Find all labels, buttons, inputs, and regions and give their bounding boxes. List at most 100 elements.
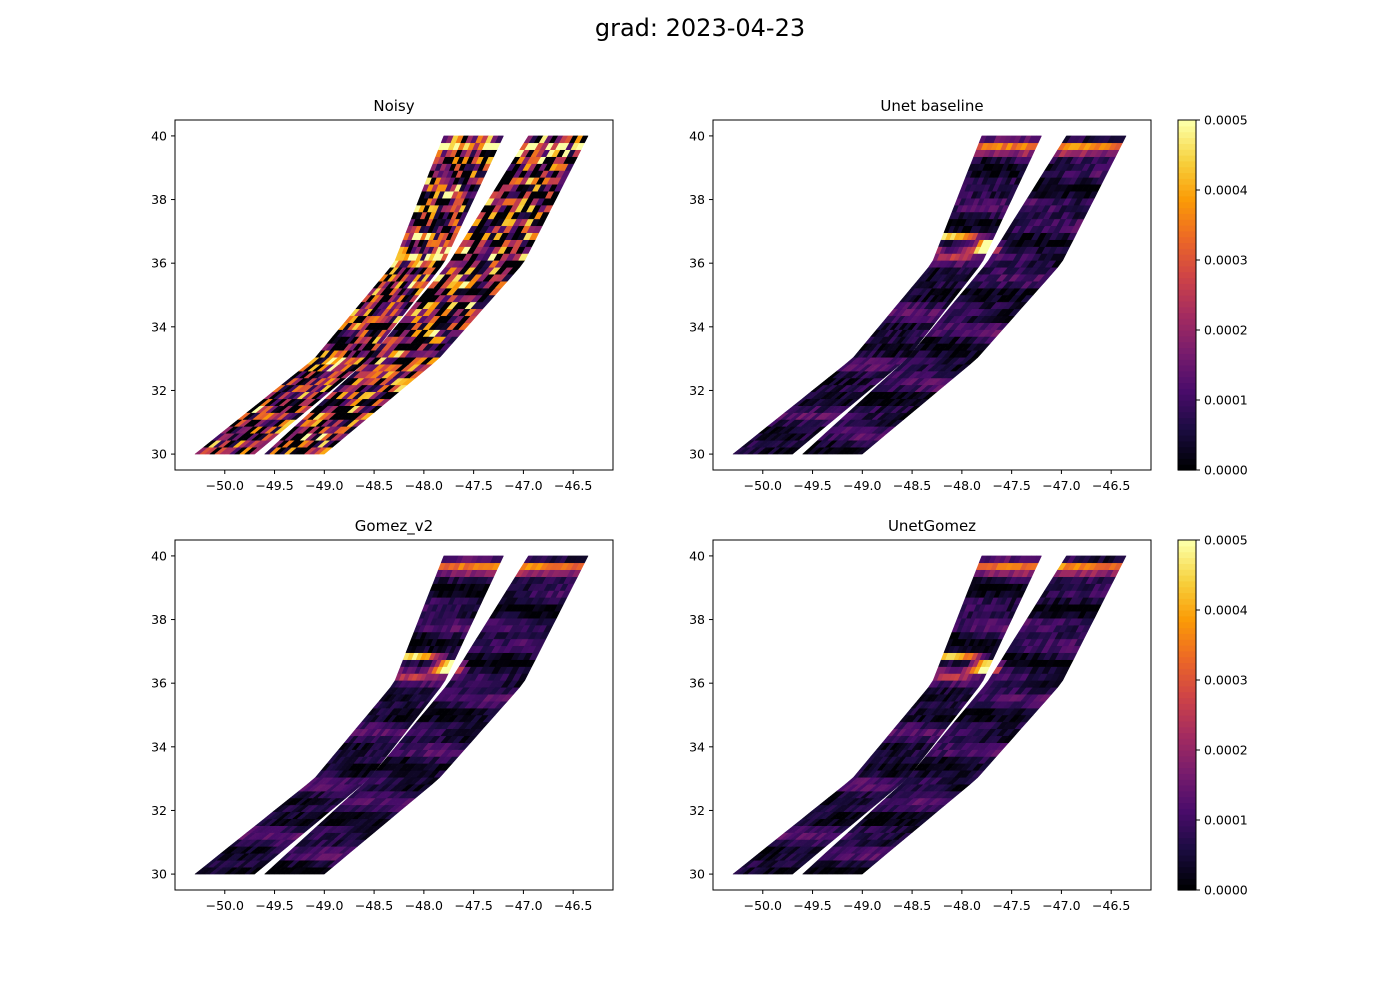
colorbar-step: [1178, 615, 1196, 623]
colorbar-step: [1178, 586, 1196, 594]
colorbar-tick-label: 0.0002: [1204, 323, 1248, 338]
y-tick-label: 30: [689, 867, 705, 882]
colorbar-step: [1178, 149, 1196, 156]
colorbar-step: [1178, 855, 1196, 862]
colorbar-tick-label: 0.0003: [1204, 673, 1248, 688]
colorbar-step: [1178, 837, 1196, 844]
colorbar-step: [1178, 411, 1196, 419]
x-tick-label: −49.5: [255, 898, 293, 913]
x-tick-label: −47.5: [992, 478, 1030, 493]
colorbar-step: [1178, 592, 1196, 599]
colorbar-step: [1178, 312, 1196, 319]
y-tick-label: 32: [689, 803, 705, 818]
colorbar-step: [1178, 388, 1196, 395]
colorbar-step: [1178, 720, 1196, 728]
colorbar-step: [1178, 213, 1196, 220]
colorbar-step: [1178, 458, 1196, 465]
colorbar-step: [1178, 697, 1196, 704]
x-tick-label: −48.0: [405, 898, 443, 913]
colorbar-step: [1178, 726, 1196, 734]
y-tick-label: 36: [151, 676, 167, 691]
colorbar-step: [1178, 295, 1196, 302]
colorbar-step: [1178, 137, 1196, 144]
x-tick-label: −48.0: [943, 898, 981, 913]
swath-field: [732, 135, 1127, 455]
y-tick-label: 38: [151, 192, 167, 207]
y-tick-label: 34: [689, 739, 705, 754]
x-tick-label: −50.0: [206, 898, 244, 913]
swath-cell: [579, 555, 589, 564]
colorbar-step: [1178, 254, 1196, 261]
colorbar-step: [1178, 709, 1196, 716]
y-tick-label: 40: [689, 548, 705, 563]
y-tick-label: 38: [689, 192, 705, 207]
colorbar-step: [1178, 446, 1196, 454]
colorbar-step: [1178, 160, 1196, 168]
subplot-3: Gomez_v2 −50.0 −49.5 −49.0 −48.5 −48.0 −47.5 −4…: [151, 517, 614, 913]
colorbar-step: [1178, 761, 1196, 769]
colorbar-step: [1178, 207, 1196, 214]
colorbar-step: [1178, 370, 1196, 378]
colorbar-step: [1178, 318, 1196, 325]
y-tick-label: 36: [689, 676, 705, 691]
x-tick-label: −47.5: [454, 898, 492, 913]
x-tick-label: −48.5: [355, 898, 393, 913]
subplot-title: UnetGomez: [888, 517, 976, 535]
colorbar-step: [1178, 645, 1196, 652]
colorbar-step: [1178, 685, 1196, 693]
colorbar-step: [1178, 120, 1196, 127]
axes-frame: [712, 539, 1152, 891]
colorbar-step: [1178, 260, 1196, 267]
colorbar-step: [1178, 627, 1196, 634]
colorbar-step: [1178, 779, 1196, 786]
swath-cell: [494, 555, 504, 564]
colorbar-step: [1178, 242, 1196, 249]
y-tick-label: 40: [151, 128, 167, 143]
y-tick-label: 32: [151, 803, 167, 818]
colorbar-step: [1178, 820, 1196, 827]
colorbar-step: [1178, 691, 1196, 699]
colorbar-step: [1178, 580, 1196, 588]
colorbar-step: [1178, 289, 1196, 296]
colorbar-step: [1178, 656, 1196, 664]
y-tick-label: 30: [151, 867, 167, 882]
x-tick-label: −47.0: [504, 898, 542, 913]
colorbar-step: [1178, 563, 1196, 570]
x-tick-label: −49.0: [843, 898, 881, 913]
x-tick-label: −50.0: [744, 898, 782, 913]
y-tick-label: 34: [151, 319, 167, 334]
colorbar-step: [1178, 400, 1196, 407]
swath-field: [194, 555, 589, 875]
subplot-title: Gomez_v2: [355, 517, 433, 536]
colorbar-step: [1178, 277, 1196, 284]
colorbar-step: [1178, 376, 1196, 384]
colorbar-step: [1178, 545, 1196, 553]
colorbar-step: [1178, 540, 1196, 547]
colorbar-step: [1178, 359, 1196, 366]
x-tick-label: −47.0: [1042, 478, 1080, 493]
colorbar-step: [1178, 551, 1196, 559]
axes-frame: [174, 119, 614, 471]
colorbar-step: [1178, 825, 1196, 833]
colorbar-step: [1178, 330, 1196, 337]
x-tick-label: −49.0: [305, 898, 343, 913]
x-tick-label: −49.5: [793, 478, 831, 493]
swath-cell: [1032, 135, 1042, 144]
colorbar-step: [1178, 172, 1196, 179]
colorbar-step: [1178, 767, 1196, 774]
x-tick-label: −50.0: [206, 478, 244, 493]
colorbar-step: [1178, 750, 1196, 757]
y-tick-label: 38: [689, 612, 705, 627]
x-tick-label: −49.0: [843, 478, 881, 493]
swath-cell: [1117, 555, 1127, 564]
axes-frame: [712, 119, 1152, 471]
colorbar-step: [1178, 429, 1196, 436]
colorbar-step: [1178, 464, 1196, 471]
y-tick-label: 30: [689, 447, 705, 462]
y-tick-label: 34: [689, 319, 705, 334]
colorbar-step: [1178, 382, 1196, 389]
swath-cell: [1032, 555, 1042, 564]
